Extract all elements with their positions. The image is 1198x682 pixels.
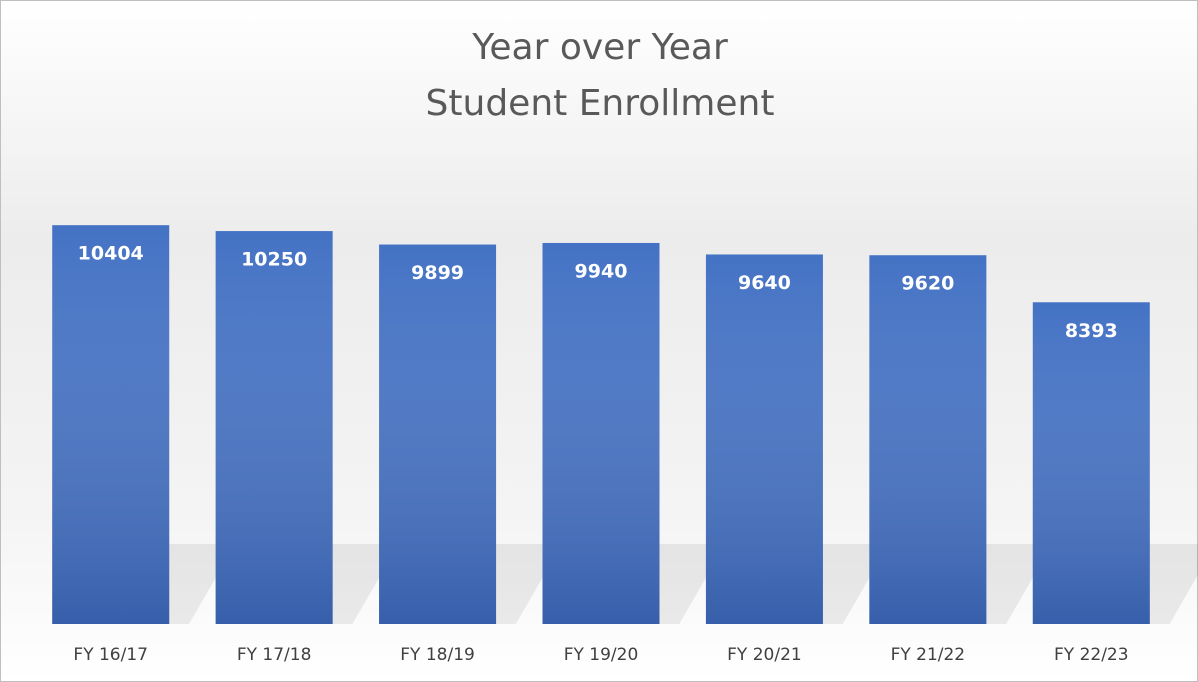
- bar-shade: [379, 244, 497, 624]
- chart-title: Year over Year: [471, 27, 728, 68]
- data-label: 10250: [241, 249, 307, 271]
- chart-title: Student Enrollment: [426, 83, 775, 124]
- bar-shade: [215, 231, 333, 625]
- x-tick-label: FY 19/20: [564, 645, 639, 665]
- x-tick-label: FY 20/21: [727, 645, 802, 665]
- x-tick-label: FY 16/17: [73, 645, 148, 665]
- data-label: 9899: [411, 262, 464, 284]
- bar-shade: [869, 255, 987, 624]
- x-tick-label: FY 17/18: [237, 645, 312, 665]
- data-label: 10404: [78, 243, 144, 265]
- bar-shade: [542, 242, 660, 624]
- data-label: 9940: [575, 260, 628, 282]
- bar-shade: [1032, 302, 1150, 624]
- bar-shade: [705, 254, 823, 624]
- data-label: 9620: [901, 273, 954, 295]
- x-tick-label: FY 22/23: [1054, 645, 1129, 665]
- data-label: 8393: [1065, 320, 1118, 342]
- x-tick-label: FY 21/22: [891, 645, 966, 665]
- bar-shade: [52, 225, 170, 624]
- x-tick-label: FY 18/19: [400, 645, 475, 665]
- data-label: 9640: [738, 272, 791, 294]
